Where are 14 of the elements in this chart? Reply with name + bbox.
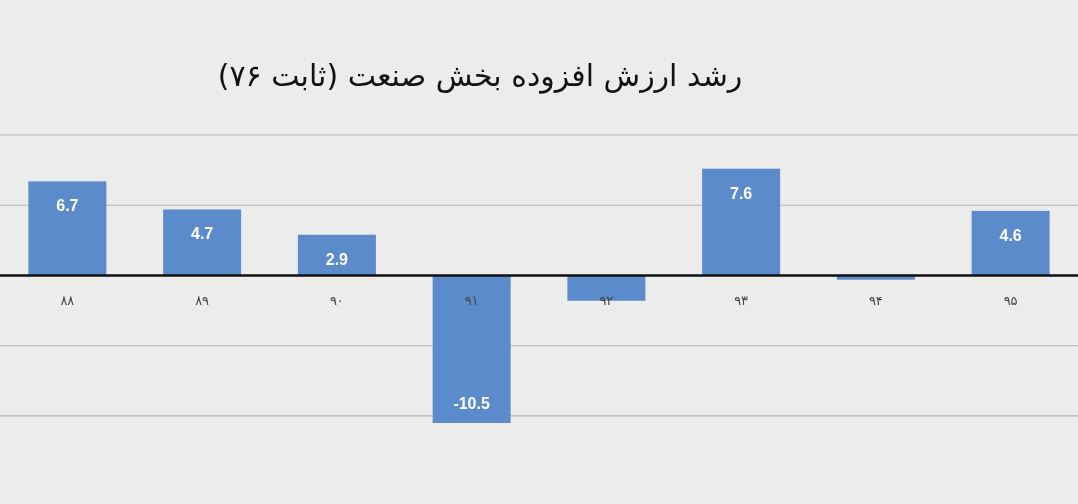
data-label: 4.6 [999, 226, 1022, 244]
data-label: 2.9 [325, 250, 349, 268]
x-tick-label: ۹۵ [1003, 293, 1018, 309]
x-tick-label: ۹۰ [329, 293, 344, 309]
x-tick-label: ۸۸ [60, 293, 75, 309]
x-tick-label: ۹۳ [734, 293, 749, 309]
x-tick-label: ۸۹ [195, 293, 210, 309]
x-tick-label: ۹۱ [464, 293, 479, 309]
data-label: 4.7 [191, 225, 214, 243]
x-tick-label: ۹۴ [868, 293, 883, 309]
data-label: -10.5 [453, 394, 490, 412]
data-label: 7.6 [730, 184, 753, 202]
chart-title: رشد ارزش افزوده بخش صنعت (ثابت ۷۶) [217, 58, 743, 94]
data-label: 6.7 [56, 197, 79, 215]
